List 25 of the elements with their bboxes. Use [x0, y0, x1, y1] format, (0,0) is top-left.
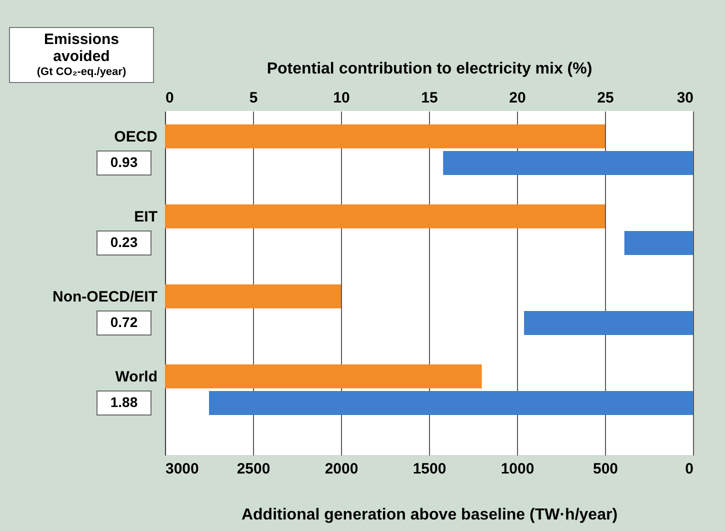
x-axis-title: Additional generation above baseline (TW·h/year) [241, 506, 618, 524]
x-tick-label: 1000 [500, 460, 534, 478]
x-tick-label: 500 [592, 460, 618, 478]
x2-tick-label: 20 [509, 90, 526, 106]
y-tick-label: Non-OECD/EIT [52, 288, 158, 306]
text: 0.72 [110, 314, 138, 330]
text: 0.93 [110, 154, 138, 170]
x2-tick-label: 15 [421, 90, 438, 106]
y-tick-label: OECD [114, 128, 158, 146]
y-tick-label: World [115, 368, 158, 386]
y-axis-title: Emissions avoided (Gt CO₂-eq./year) [36, 31, 128, 79]
x-tick-label: 0 [685, 460, 694, 478]
x-tick-label: 2500 [236, 460, 270, 478]
x2-tick-label: 5 [249, 90, 258, 106]
text: 0.23 [110, 234, 138, 250]
x-tick-label: 3000 [166, 460, 199, 478]
x2-tick-label: 25 [597, 90, 614, 106]
x2-axis-title: Potential contribution to electricity mix (%) [266, 60, 592, 78]
x2-tick-label: 30 [676, 90, 694, 106]
x2-tick-label: 0 [166, 90, 174, 106]
x-tick-label: 2000 [324, 460, 358, 478]
y-tick-label: EIT [134, 208, 158, 226]
text: 1.88 [110, 394, 138, 410]
x2-tick-label: 10 [333, 90, 350, 106]
x-tick-label: 1500 [412, 460, 446, 478]
